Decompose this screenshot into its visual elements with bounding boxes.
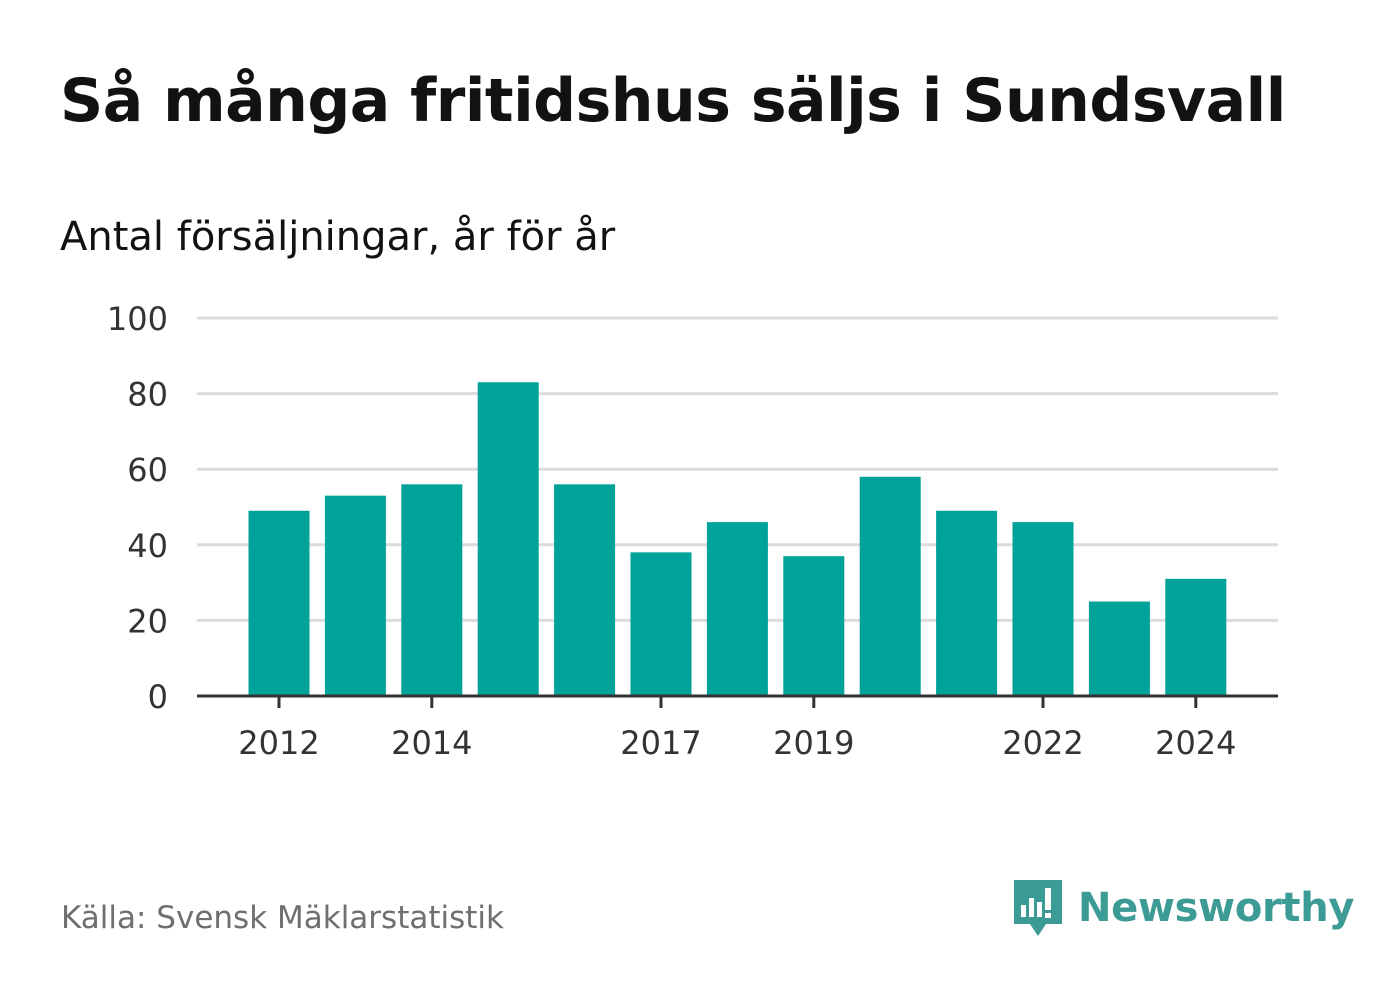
x-tick-label: 2022	[1002, 724, 1083, 762]
chart-title: Så många fritidshus säljs i Sundsvall	[60, 66, 1286, 136]
brand-name: Newsworthy	[1078, 885, 1355, 931]
bar-2016	[554, 484, 616, 696]
y-tick-label: 0	[148, 678, 168, 716]
bar-2018	[706, 522, 768, 696]
x-tick-label: 2012	[238, 724, 319, 762]
x-tick-label: 2014	[391, 724, 472, 762]
newsworthy-logo-icon	[1014, 880, 1062, 936]
bar-2023	[1088, 601, 1150, 696]
y-tick-label: 20	[127, 602, 168, 640]
y-tick-label: 60	[127, 451, 168, 489]
y-tick-label: 80	[127, 376, 168, 414]
chart-subtitle: Antal försäljningar, år för år	[60, 214, 616, 260]
bar-2017	[630, 552, 692, 696]
bar-2022	[1012, 522, 1074, 696]
source-note: Källa: Svensk Mäklarstatistik	[61, 900, 504, 936]
bar-2015	[477, 382, 539, 696]
bar-2020	[859, 476, 921, 696]
bar-2013	[324, 495, 386, 696]
x-axis: 2012 2014 2017 2019 2022 2024	[197, 694, 1278, 762]
y-tick-label: 100	[107, 300, 168, 338]
x-tick-label: 2017	[620, 724, 701, 762]
x-tick-label: 2024	[1155, 724, 1236, 762]
bar-2012	[248, 510, 310, 696]
brand-logo: Newsworthy	[1012, 878, 1355, 938]
bars	[248, 382, 1227, 696]
bar-2024	[1165, 578, 1227, 696]
bar-2019	[783, 556, 845, 696]
bar-2014	[401, 484, 463, 696]
y-axis-labels: 0 20 40 60 80 100	[107, 300, 168, 716]
y-tick-label: 40	[127, 527, 168, 565]
x-tick-label: 2019	[773, 724, 854, 762]
bar-2021	[936, 510, 998, 696]
